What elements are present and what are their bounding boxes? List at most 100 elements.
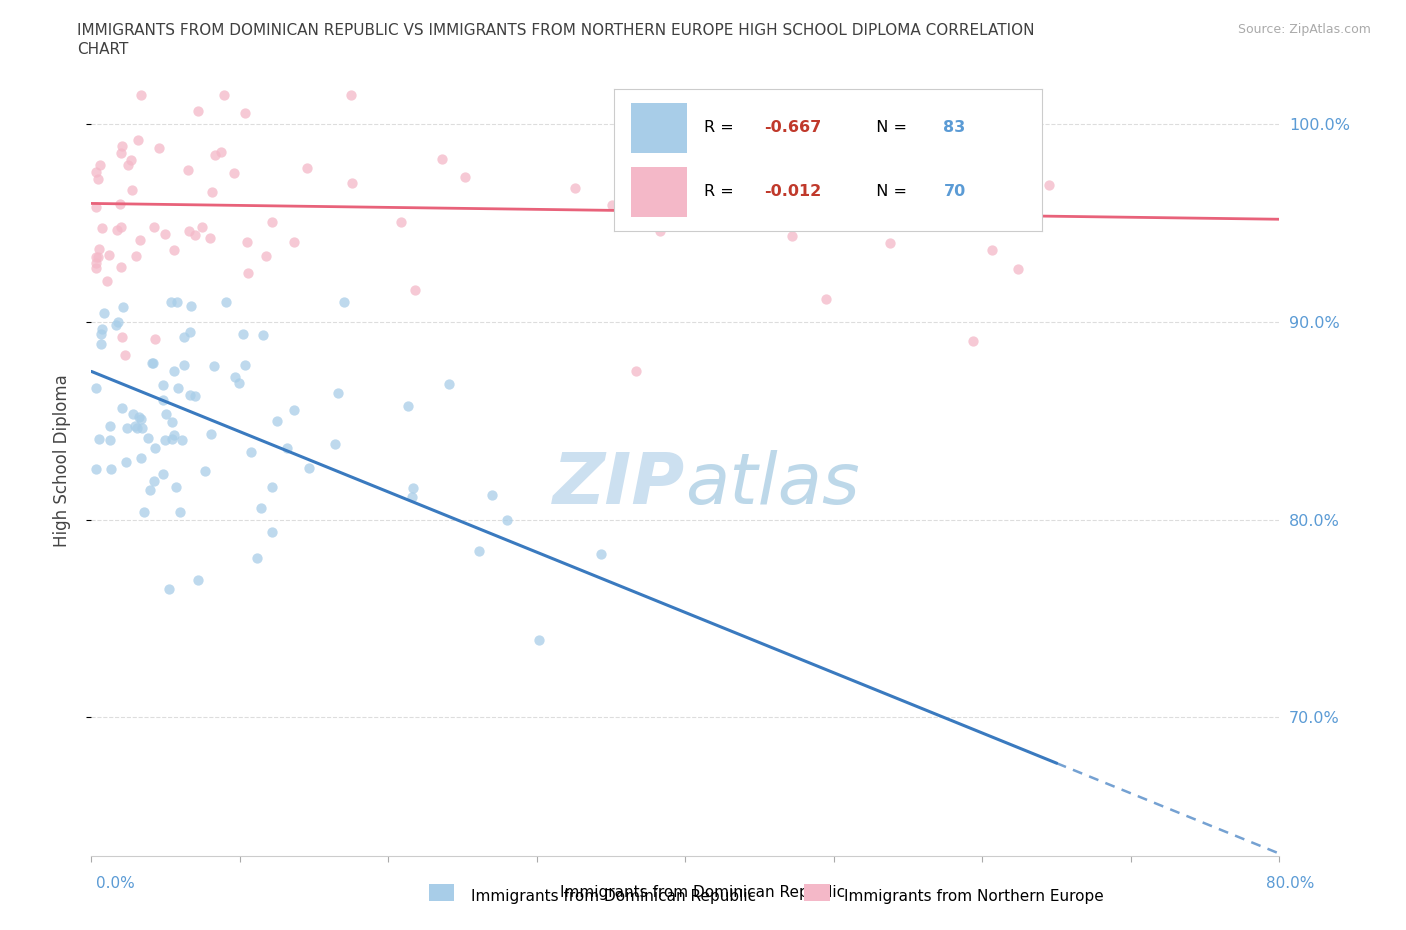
Point — [160, 432, 183, 446]
Point — [84, 165, 107, 179]
Point — [84, 200, 107, 215]
Point — [232, 326, 254, 341]
Point — [114, 348, 136, 363]
Point — [143, 219, 166, 234]
Point — [173, 329, 195, 344]
Point — [222, 166, 245, 180]
Point — [125, 249, 148, 264]
Point — [215, 295, 238, 310]
Point — [129, 450, 152, 465]
Point — [404, 283, 426, 298]
Point — [127, 133, 149, 148]
Point — [105, 222, 128, 237]
Point — [93, 305, 115, 320]
Point — [600, 197, 623, 212]
Text: Immigrants from Dominican Republic: Immigrants from Dominican Republic — [561, 885, 845, 900]
Text: IMMIGRANTS FROM DOMINICAN REPUBLIC VS IMMIGRANTS FROM NORTHERN EUROPE HIGH SCHOO: IMMIGRANTS FROM DOMINICAN REPUBLIC VS IM… — [77, 23, 1035, 38]
Point — [86, 171, 108, 186]
Point — [815, 292, 838, 307]
Point — [962, 334, 984, 349]
Point — [529, 632, 551, 647]
Point — [323, 436, 346, 451]
Point — [202, 359, 225, 374]
Point — [110, 146, 132, 161]
Point — [145, 441, 167, 456]
Point — [821, 197, 844, 212]
Point — [896, 131, 918, 146]
Point — [100, 461, 122, 476]
Point — [100, 418, 122, 433]
Point — [980, 242, 1002, 257]
Point — [107, 315, 129, 330]
Point — [283, 234, 305, 249]
Point — [167, 380, 190, 395]
Point — [201, 185, 224, 200]
Point — [90, 326, 112, 341]
Point — [89, 337, 111, 352]
Point — [276, 441, 298, 456]
Point — [160, 295, 183, 310]
Point — [401, 490, 423, 505]
Point — [266, 413, 288, 428]
Point — [84, 260, 107, 275]
Point — [96, 273, 118, 288]
Point — [117, 157, 139, 172]
Point — [184, 389, 207, 404]
Point — [396, 399, 419, 414]
Point — [160, 415, 183, 430]
Point — [155, 406, 177, 421]
Point — [204, 148, 226, 163]
Point — [468, 544, 491, 559]
Point — [437, 377, 460, 392]
Point — [170, 432, 193, 447]
Point — [214, 87, 236, 102]
Point — [132, 505, 155, 520]
Point — [157, 581, 180, 596]
Point — [129, 87, 152, 102]
Point — [125, 420, 148, 435]
Point — [148, 140, 170, 155]
Point — [233, 358, 256, 373]
Point — [153, 432, 176, 447]
Point — [112, 300, 135, 315]
Point — [340, 176, 363, 191]
Point — [142, 473, 165, 488]
Point — [141, 355, 163, 370]
Point — [183, 228, 205, 243]
Point — [91, 220, 114, 235]
Point — [737, 201, 759, 216]
Point — [252, 327, 274, 342]
Point — [121, 182, 143, 197]
Point — [187, 104, 209, 119]
Point — [262, 525, 284, 539]
Point — [173, 358, 195, 373]
Point — [152, 378, 174, 392]
Point — [115, 455, 138, 470]
Point — [454, 169, 477, 184]
Point — [143, 331, 166, 346]
Point — [298, 460, 321, 475]
Point — [169, 505, 191, 520]
Text: Immigrants from Dominican Republic: Immigrants from Dominican Republic — [471, 889, 756, 904]
Point — [191, 219, 214, 234]
Point — [87, 242, 110, 257]
Point — [235, 234, 257, 249]
Point — [136, 431, 159, 445]
Point — [122, 406, 145, 421]
Point — [152, 467, 174, 482]
Point — [91, 322, 114, 337]
Point — [124, 418, 146, 433]
Point — [496, 512, 519, 527]
Point — [262, 215, 284, 230]
Point — [224, 370, 246, 385]
Point — [254, 248, 277, 263]
Point — [111, 401, 134, 416]
Point — [84, 462, 107, 477]
Point — [481, 487, 503, 502]
Point — [129, 411, 152, 426]
Point — [187, 573, 209, 588]
Point — [1007, 261, 1029, 276]
Point — [180, 299, 202, 313]
Point — [110, 259, 132, 274]
Point — [179, 325, 201, 339]
